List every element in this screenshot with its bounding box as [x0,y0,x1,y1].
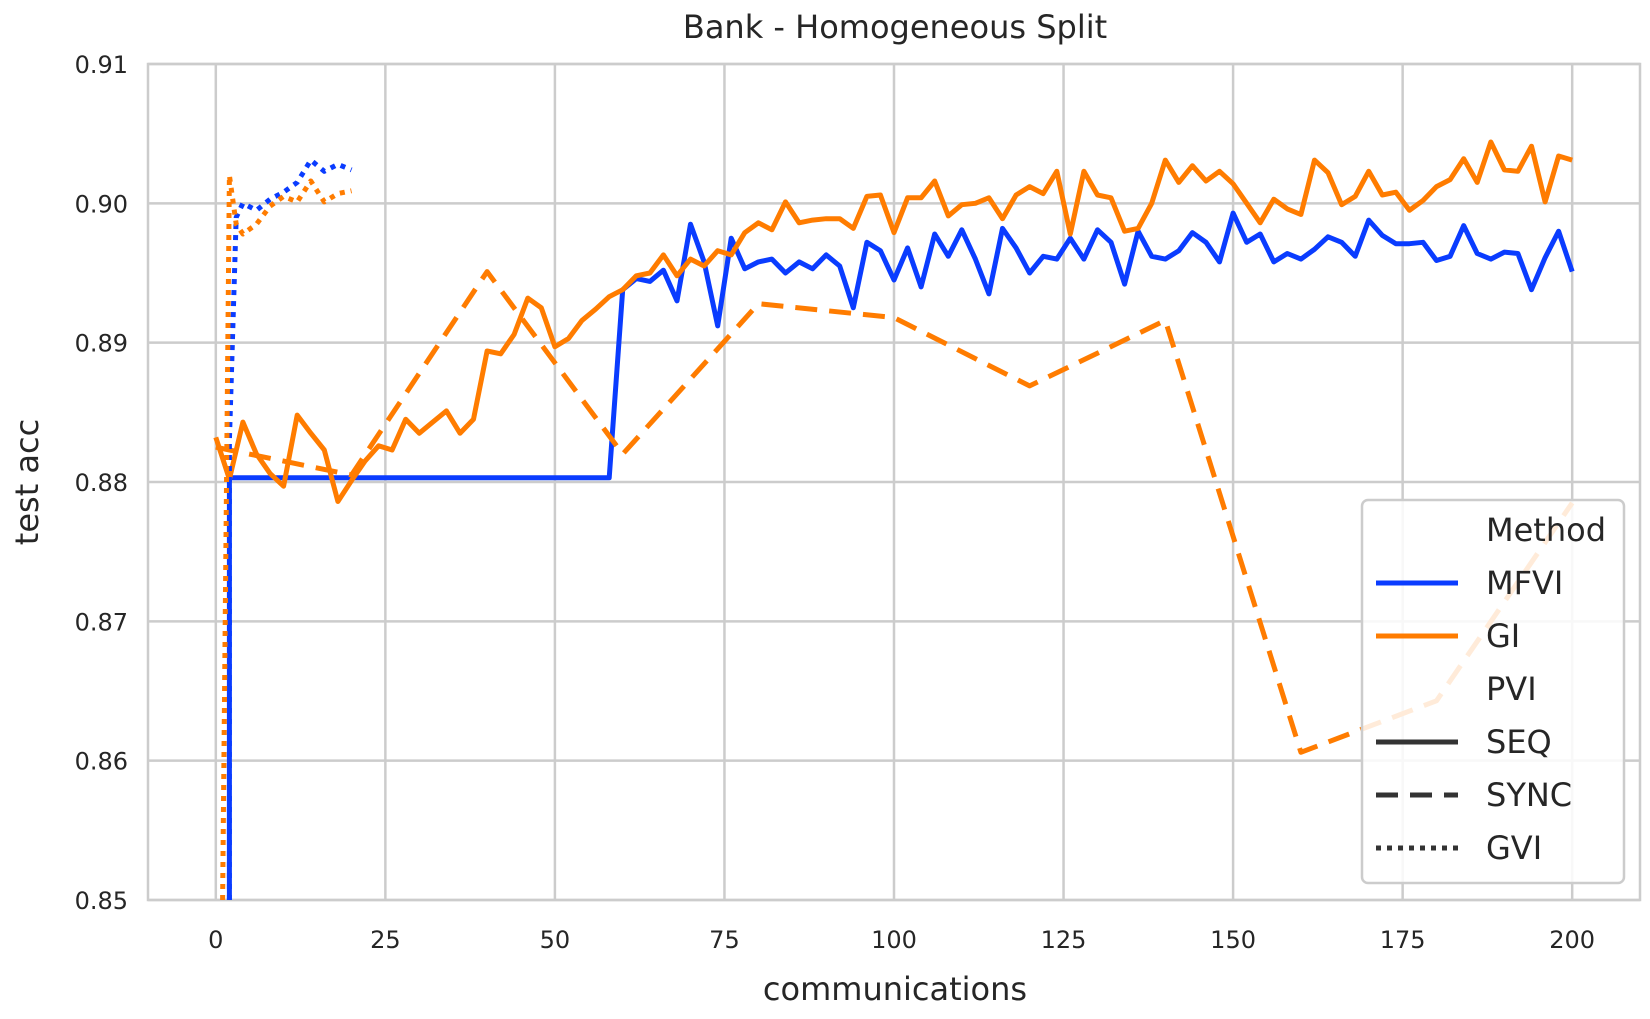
legend-label: SEQ [1486,723,1552,761]
x-tick-label: 75 [709,926,740,954]
x-tick-label: 25 [370,926,401,954]
legend-heading: Method [1486,511,1606,549]
series-layer [213,139,1575,900]
series-line-mfvi-seq [226,210,1575,900]
legend-frame [1360,498,1626,885]
legend: Method MFVI GI PVI SEQ SYNC GVI [1360,498,1626,885]
x-axis: 0 25 50 75 100 125 150 175 200 [208,926,1595,954]
y-tick-label: 0.91 [75,51,128,79]
legend-label: GI [1486,617,1520,655]
y-axis: 0.85 0.86 0.87 0.88 0.89 0.90 0.91 [75,51,128,915]
series-line-gi-seq [213,139,1573,504]
legend-label: SYNC [1486,776,1572,814]
y-tick-label: 0.88 [75,469,128,497]
y-tick-label: 0.87 [75,608,128,636]
plot-frame [146,62,1642,902]
legend-label: MFVI [1486,564,1563,602]
y-axis-label: test acc [8,419,46,545]
x-axis-label: communications [763,970,1027,1008]
x-tick-label: 125 [1041,926,1087,954]
series-line-gi-gvi [220,173,353,900]
y-tick-label: 0.89 [75,330,128,358]
legend-heading: PVI [1486,670,1537,708]
y-tick-label: 0.90 [75,190,128,218]
x-tick-label: 100 [871,926,917,954]
x-tick-label: 150 [1210,926,1256,954]
series-line-gi-sync [215,269,1575,755]
y-tick-label: 0.86 [75,748,128,776]
x-tick-label: 200 [1549,926,1595,954]
chart-title: Bank - Homogeneous Split [683,8,1107,46]
x-tick-label: 0 [208,926,223,954]
x-tick-label: 175 [1380,926,1426,954]
series-line-mfvi-gvi [226,157,353,900]
legend-label: GVI [1486,829,1542,867]
y-tick-label: 0.85 [75,887,128,915]
x-tick-label: 50 [540,926,571,954]
